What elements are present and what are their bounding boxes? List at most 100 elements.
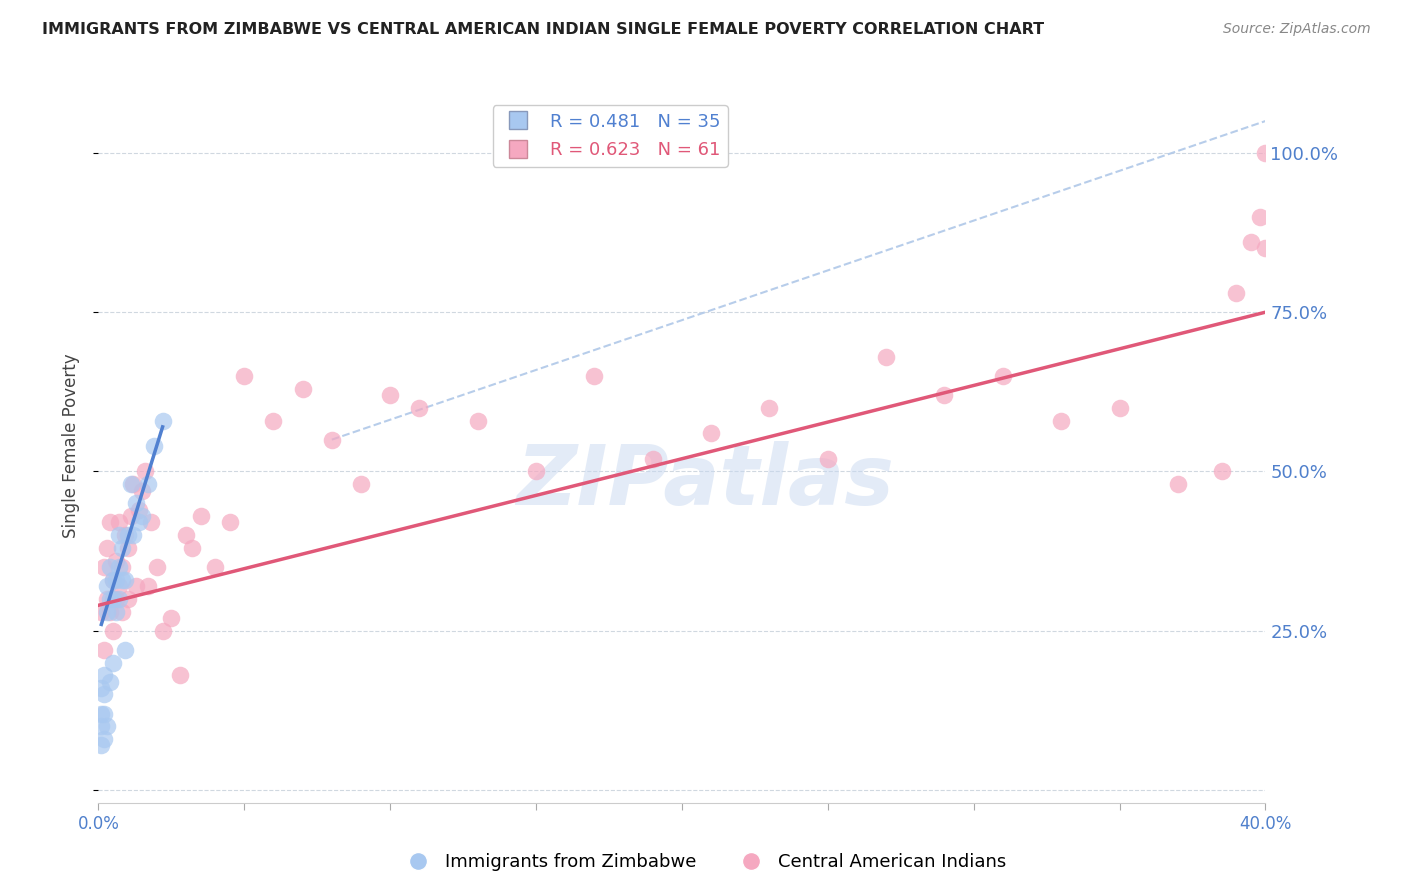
Point bbox=[131, 483, 153, 498]
Point bbox=[1050, 413, 1073, 427]
Point bbox=[96, 579, 118, 593]
Point bbox=[204, 560, 226, 574]
Point bbox=[218, 516, 240, 530]
Point bbox=[108, 516, 131, 530]
Point bbox=[98, 516, 121, 530]
Point bbox=[96, 719, 118, 733]
Point bbox=[111, 573, 134, 587]
Point bbox=[934, 388, 956, 402]
Point bbox=[93, 706, 115, 721]
Point bbox=[117, 541, 139, 555]
Point bbox=[152, 624, 174, 638]
Point bbox=[108, 560, 131, 574]
Point bbox=[378, 388, 402, 402]
Point bbox=[120, 509, 142, 524]
Point bbox=[160, 611, 183, 625]
Text: ZIPatlas: ZIPatlas bbox=[516, 442, 894, 522]
Point bbox=[104, 554, 127, 568]
Point bbox=[111, 605, 134, 619]
Point bbox=[96, 591, 118, 606]
Point bbox=[93, 560, 115, 574]
Point bbox=[350, 477, 373, 491]
Point bbox=[169, 668, 191, 682]
Point bbox=[408, 401, 430, 415]
Point bbox=[122, 528, 145, 542]
Point bbox=[180, 541, 202, 555]
Point bbox=[125, 496, 148, 510]
Point bbox=[101, 573, 124, 587]
Point bbox=[108, 591, 131, 606]
Point bbox=[96, 541, 118, 555]
Text: Source: ZipAtlas.com: Source: ZipAtlas.com bbox=[1223, 22, 1371, 37]
Point bbox=[875, 350, 897, 364]
Point bbox=[114, 643, 136, 657]
Point bbox=[1167, 477, 1189, 491]
Point bbox=[131, 509, 153, 524]
Point bbox=[136, 579, 159, 593]
Point bbox=[104, 573, 127, 587]
Point bbox=[114, 528, 136, 542]
Point bbox=[98, 605, 121, 619]
Y-axis label: Single Female Poverty: Single Female Poverty bbox=[62, 354, 80, 538]
Point bbox=[90, 739, 112, 753]
Point bbox=[98, 674, 121, 689]
Point bbox=[111, 560, 134, 574]
Legend: Immigrants from Zimbabwe, Central American Indians: Immigrants from Zimbabwe, Central Americ… bbox=[392, 847, 1014, 879]
Point bbox=[101, 591, 124, 606]
Point bbox=[641, 451, 664, 466]
Point bbox=[128, 502, 150, 516]
Point bbox=[524, 465, 547, 479]
Point bbox=[152, 413, 174, 427]
Point bbox=[93, 732, 115, 747]
Point bbox=[262, 413, 284, 427]
Point bbox=[98, 591, 121, 606]
Point bbox=[90, 706, 112, 721]
Point bbox=[101, 624, 124, 638]
Point bbox=[117, 528, 139, 542]
Point bbox=[108, 528, 131, 542]
Point bbox=[128, 516, 150, 530]
Point bbox=[93, 688, 115, 702]
Point bbox=[817, 451, 839, 466]
Point bbox=[1225, 286, 1247, 301]
Point bbox=[90, 719, 112, 733]
Point bbox=[146, 560, 169, 574]
Point bbox=[98, 560, 121, 574]
Point bbox=[90, 605, 112, 619]
Point bbox=[93, 643, 115, 657]
Point bbox=[114, 573, 136, 587]
Point bbox=[1240, 235, 1263, 249]
Legend: R = 0.481   N = 35, R = 0.623   N = 61: R = 0.481 N = 35, R = 0.623 N = 61 bbox=[492, 105, 728, 167]
Point bbox=[120, 477, 142, 491]
Point bbox=[90, 681, 112, 695]
Point bbox=[136, 477, 159, 491]
Point bbox=[122, 477, 145, 491]
Point bbox=[101, 573, 124, 587]
Point bbox=[108, 579, 131, 593]
Point bbox=[583, 368, 606, 383]
Point bbox=[1254, 145, 1277, 160]
Point bbox=[142, 439, 165, 453]
Point bbox=[1254, 242, 1277, 256]
Point bbox=[1211, 465, 1233, 479]
Point bbox=[467, 413, 489, 427]
Point bbox=[93, 668, 115, 682]
Point bbox=[700, 426, 723, 441]
Point bbox=[291, 382, 314, 396]
Text: IMMIGRANTS FROM ZIMBABWE VS CENTRAL AMERICAN INDIAN SINGLE FEMALE POVERTY CORREL: IMMIGRANTS FROM ZIMBABWE VS CENTRAL AMER… bbox=[42, 22, 1045, 37]
Point bbox=[758, 401, 780, 415]
Point bbox=[174, 528, 197, 542]
Point bbox=[321, 433, 343, 447]
Point bbox=[96, 605, 118, 619]
Point bbox=[111, 541, 134, 555]
Point bbox=[139, 516, 162, 530]
Point bbox=[117, 591, 139, 606]
Point bbox=[233, 368, 256, 383]
Point bbox=[104, 605, 127, 619]
Point bbox=[125, 579, 148, 593]
Point bbox=[190, 509, 212, 524]
Point bbox=[1108, 401, 1130, 415]
Point bbox=[134, 465, 156, 479]
Point bbox=[104, 591, 127, 606]
Point bbox=[991, 368, 1014, 383]
